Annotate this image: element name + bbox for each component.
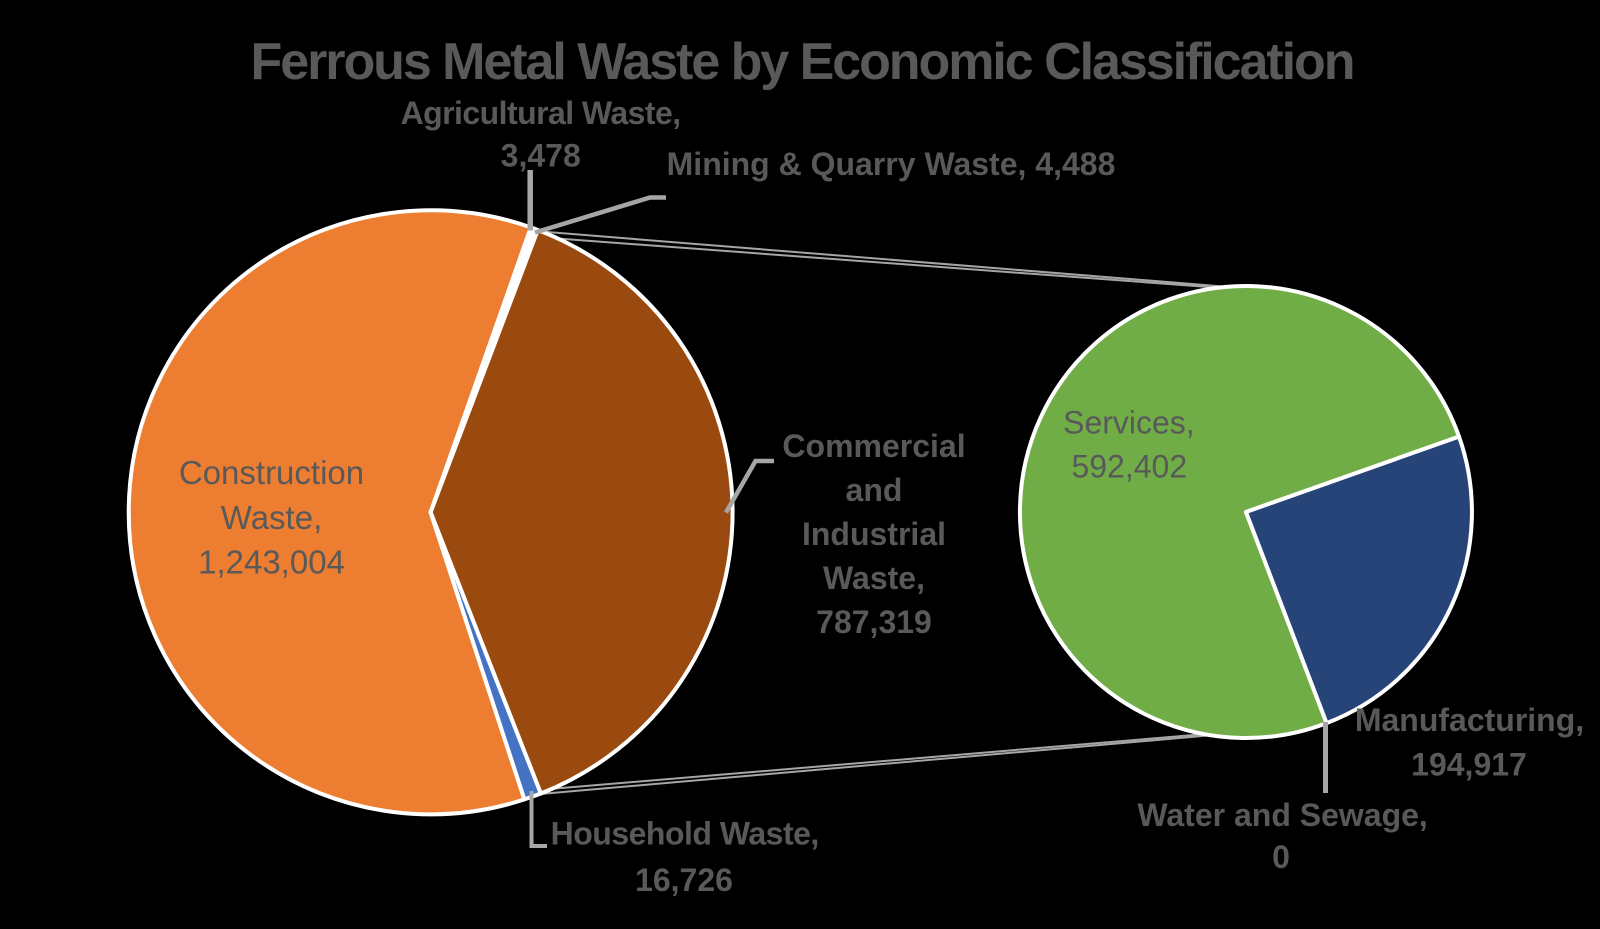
svg-text:3,478: 3,478 xyxy=(501,137,581,173)
svg-text:Ferrous Metal Waste by Economi: Ferrous Metal Waste by Economic Classifi… xyxy=(251,33,1354,91)
svg-text:Manufacturing,: Manufacturing, xyxy=(1355,702,1584,738)
svg-text:Industrial: Industrial xyxy=(802,516,946,552)
svg-text:Household Waste,: Household Waste, xyxy=(551,815,819,851)
svg-text:and: and xyxy=(846,472,903,508)
svg-text:0: 0 xyxy=(1272,839,1290,875)
svg-text:194,917: 194,917 xyxy=(1411,747,1527,783)
svg-text:Services,: Services, xyxy=(1063,405,1195,441)
svg-text:Waste,: Waste, xyxy=(823,560,925,596)
svg-text:Commercial: Commercial xyxy=(782,428,965,464)
svg-text:592,402: 592,402 xyxy=(1071,448,1187,484)
svg-text:787,319: 787,319 xyxy=(816,604,932,640)
svg-text:Mining & Quarry Waste, 4,488: Mining & Quarry Waste, 4,488 xyxy=(667,146,1116,182)
svg-text:Water and Sewage,: Water and Sewage, xyxy=(1137,797,1427,833)
svg-text:1,243,004: 1,243,004 xyxy=(198,544,345,581)
svg-text:Agricultural Waste,: Agricultural Waste, xyxy=(401,95,681,131)
svg-text:16,726: 16,726 xyxy=(635,862,733,898)
svg-text:Waste,: Waste, xyxy=(221,499,322,536)
svg-text:Construction: Construction xyxy=(179,454,364,491)
